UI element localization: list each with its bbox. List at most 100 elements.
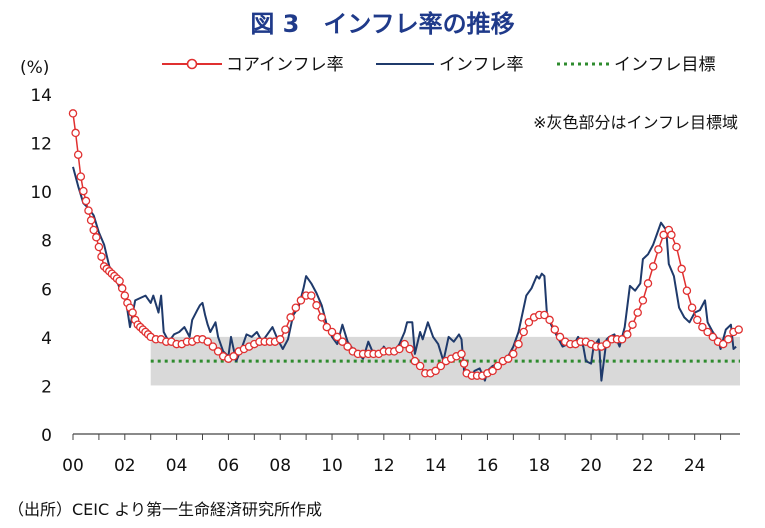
core-inflation-point (524, 318, 534, 327)
core-inflation-point (97, 252, 106, 261)
y-tick-label: 8 (41, 232, 52, 252)
chart-title: 図 3 インフレ率の推移 (250, 10, 515, 38)
core-inflation-point (431, 366, 440, 376)
core-inflation-point (617, 335, 627, 344)
y-tick-label: 2 (41, 377, 52, 397)
core-inflation-point (71, 128, 80, 138)
source-note: （出所）CEIC より第一生命経済研究所作成 (8, 500, 322, 519)
legend-target-label: インフレ目標 (614, 55, 716, 75)
core-inflation-point (128, 308, 137, 317)
core-inflation-point (540, 310, 549, 320)
core-inflation-point (213, 347, 223, 356)
core-inflation-point (68, 109, 78, 118)
core-inflation-point (514, 339, 523, 349)
core-inflation-point (687, 303, 697, 312)
x-tick-label: 04 (166, 456, 188, 476)
core-inflation-point (229, 352, 238, 361)
x-tick-label: 12 (373, 456, 395, 476)
core-inflation-point (117, 284, 127, 293)
core-inflation-point (734, 325, 743, 334)
core-inflation-point (708, 332, 718, 342)
core-inflation-point (86, 216, 96, 225)
core-inflation-point (682, 286, 692, 295)
core-inflation-point (120, 291, 130, 300)
x-tick-label: 14 (425, 456, 447, 476)
core-inflation-point (400, 339, 409, 349)
legend-core-marker (186, 58, 198, 70)
core-inflation-point (76, 172, 86, 181)
core-inflation-point (459, 359, 469, 368)
core-inflation-point (623, 330, 632, 339)
core-inflation-point (84, 206, 93, 215)
core-inflation-point (602, 339, 611, 349)
core-inflation-point (332, 332, 342, 342)
core-inflation-point (89, 225, 98, 235)
core-inflation-point (509, 349, 518, 359)
core-inflation-point (81, 196, 91, 206)
core-inflation-point (550, 325, 560, 334)
y-tick-label: 10 (30, 183, 52, 203)
core-inflation-point (415, 361, 425, 371)
x-tick-label: 00 (62, 456, 84, 476)
core-inflation-point (638, 296, 648, 305)
x-tick-label: 22 (632, 456, 654, 476)
core-inflation-point (291, 303, 301, 312)
y-tick-labels: 0 2 4 6 8 10 12 14 (30, 86, 52, 446)
core-inflation-point (718, 339, 728, 349)
x-tick-label: 20 (580, 456, 602, 476)
core-inflation-point (203, 337, 212, 346)
core-inflation-point (208, 342, 218, 351)
core-inflation-point (677, 264, 686, 274)
core-inflation-point (672, 242, 681, 252)
x-tick-label: 16 (477, 456, 499, 476)
core-inflation-point (92, 233, 101, 242)
core-inflation-point (281, 325, 290, 334)
core-inflation-point (275, 335, 285, 344)
core-inflation-point (488, 366, 497, 376)
x-tick-label: 06 (218, 456, 240, 476)
series-line-inflation (72, 166, 737, 382)
core-inflation-point (436, 361, 446, 371)
core-inflation-point (633, 308, 642, 317)
band-annotation: ※灰色部分はインフレ目標域 (533, 113, 738, 132)
core-inflation-point (73, 150, 83, 159)
core-inflation-point (405, 344, 414, 354)
y-tick-label: 4 (41, 329, 52, 349)
x-tick-label: 02 (114, 456, 136, 476)
legend-core-label: コアインフレ率 (226, 55, 344, 75)
y-tick-label: 14 (30, 86, 52, 106)
legend: コアインフレ率 インフレ率 インフレ目標 (162, 55, 716, 75)
y-axis-label: (%) (20, 58, 49, 78)
core-inflation-point (317, 313, 326, 322)
x-tick-label: 18 (528, 456, 550, 476)
core-inflation-point (654, 245, 663, 254)
core-inflation-point (545, 315, 554, 325)
x-tick-label: 08 (269, 456, 291, 476)
core-inflation-point (648, 262, 658, 271)
core-inflation-point (667, 230, 676, 240)
y-tick-label: 6 (41, 280, 52, 300)
core-inflation-point (519, 327, 528, 337)
legend-inflation-label: インフレ率 (439, 55, 524, 75)
y-tick-label: 0 (41, 426, 52, 446)
core-inflation-point (503, 354, 513, 363)
x-axis: 00 02 04 06 08 10 12 14 16 18 20 22 24 (62, 433, 740, 476)
core-inflation-point (493, 361, 503, 371)
core-inflation-point (79, 186, 88, 196)
core-inflation-point (296, 296, 306, 305)
core-inflation-markers (68, 109, 743, 380)
core-inflation-point (115, 276, 124, 286)
core-inflation-point (322, 322, 332, 332)
core-inflation-point (724, 335, 733, 344)
core-inflation-point (94, 242, 104, 252)
core-inflation-point (327, 327, 337, 337)
core-inflation-point (457, 349, 466, 359)
core-inflation-point (693, 315, 702, 325)
x-tick-label: 24 (684, 456, 706, 476)
x-tick-label: 10 (321, 456, 343, 476)
core-inflation-point (307, 291, 316, 300)
core-inflation-point (338, 337, 347, 346)
core-inflation-point (343, 342, 352, 351)
core-inflation-point (312, 301, 321, 310)
